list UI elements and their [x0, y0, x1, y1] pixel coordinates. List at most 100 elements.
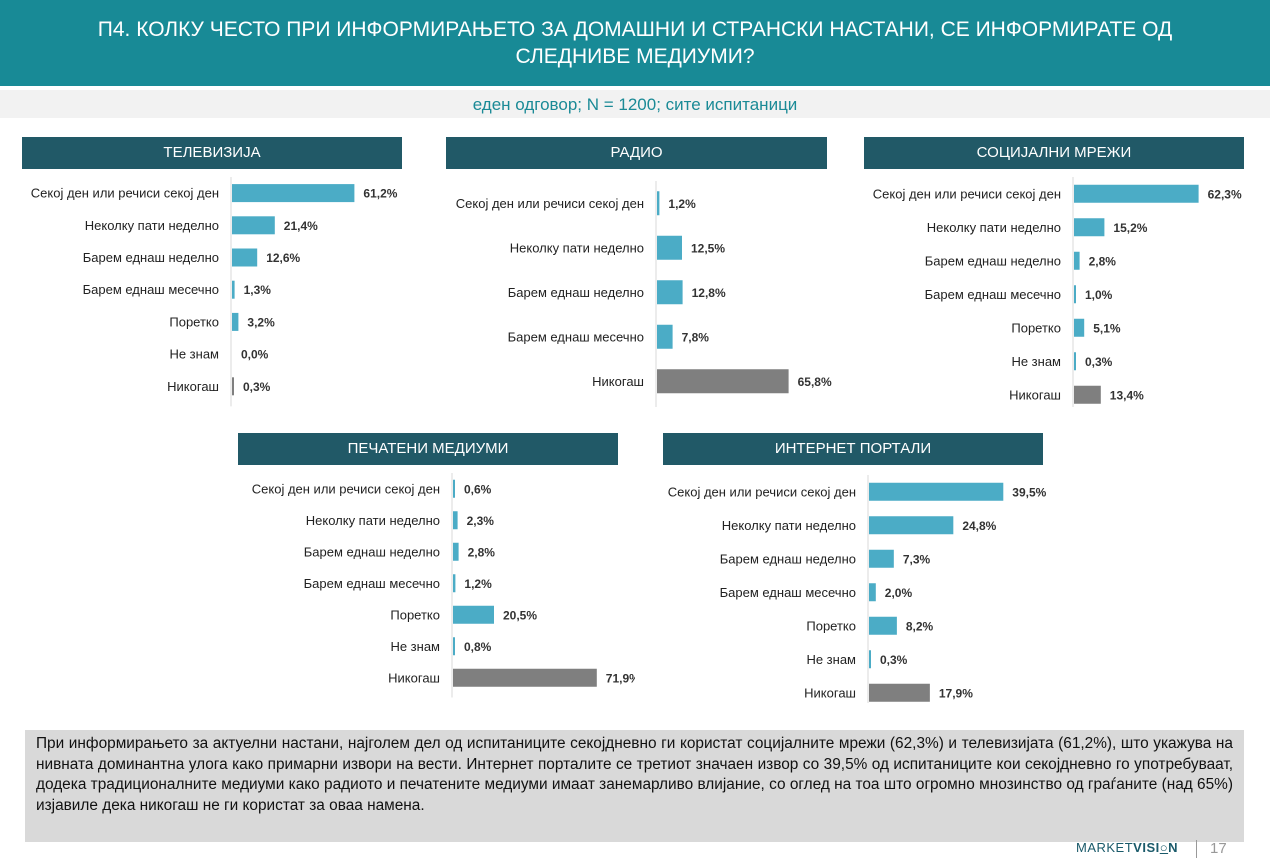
category-label: Поретко [1011, 320, 1061, 335]
bar-4 [657, 369, 789, 394]
category-label: Неколку пати неделно [510, 240, 644, 255]
page-title: П4. КОЛКУ ЧЕСТО ПРИ ИНФОРМИРАЊЕТО ЗА ДОМ… [0, 0, 1270, 86]
value-label: 8,2% [906, 619, 934, 633]
category-label: Не знам [1011, 354, 1061, 369]
value-label: 12,6% [266, 251, 300, 265]
value-label: 0,6% [464, 482, 492, 496]
category-label: Неколку пати неделно [306, 513, 440, 528]
bar-2 [1074, 251, 1080, 270]
bar-1 [869, 516, 954, 535]
chart-title-print-media: ПЕЧАТЕНИ МЕДИУМИ [238, 433, 618, 465]
chart-title-radio: РАДИО [446, 137, 827, 169]
bar-1 [232, 216, 275, 235]
bar-chart-print-media: Секој ден или речиси секој ден 0,6% Неколк… [252, 473, 635, 698]
value-label: 7,3% [903, 552, 931, 566]
value-label: 13,4% [1110, 388, 1144, 402]
category-label: Секој ден или речиси секој ден [668, 484, 856, 499]
category-label: Секој ден или речиси секој ден [252, 481, 440, 496]
category-label: Никогаш [1009, 387, 1061, 402]
logo-divider [1196, 840, 1197, 858]
category-label: Секој ден или речиси секој ден [456, 196, 644, 211]
category-label: Барем еднаш месечно [925, 287, 1061, 302]
value-label: 0,3% [243, 380, 271, 394]
bar-2 [657, 280, 683, 305]
bar-chart-internet-portals: Секој ден или речиси секој ден 39,5% Некол… [668, 475, 1047, 703]
bar-6 [869, 683, 930, 702]
chart-title-social-media: СОЦИЈАЛНИ МРЕЖИ [864, 137, 1244, 169]
bar-chart-social-media: Секој ден или речиси секој ден 62,3% Некол… [873, 177, 1242, 407]
category-label: Не знам [806, 652, 856, 667]
bar-5 [869, 650, 871, 669]
category-label: Поретко [806, 618, 856, 633]
category-label: Барем еднаш неделно [83, 250, 219, 265]
bar-1 [657, 235, 682, 260]
value-label: 12,8% [692, 286, 726, 300]
value-label: 0,3% [880, 653, 908, 667]
value-label: 62,3% [1208, 187, 1242, 201]
chart-panel-radio: РАДИО Секој ден или речиси секој ден 1,2%… [425, 137, 845, 407]
bar-6 [232, 377, 234, 396]
category-label: Барем еднаш месечно [508, 329, 644, 344]
bar-chart-radio: Секој ден или речиси секој ден 1,2% Неколк… [456, 181, 832, 407]
chart-panel-print-media: ПЕЧАТЕНИ МЕДИУМИ Секој ден или речиси се… [215, 433, 635, 703]
category-label: Не знам [390, 639, 440, 654]
category-label: Барем еднаш месечно [83, 282, 219, 297]
value-label: 1,2% [668, 197, 696, 211]
value-label: 1,0% [1085, 288, 1113, 302]
bar-0 [869, 482, 1004, 501]
chart-panel-social-media: СОЦИЈАЛНИ МРЕЖИ Секој ден или речиси сек… [845, 137, 1265, 407]
value-label: 61,2% [363, 187, 397, 201]
value-label: 17,9% [939, 686, 973, 700]
category-label: Секој ден или речиси секој ден [873, 186, 1061, 201]
value-label: 2,3% [467, 514, 495, 528]
category-label: Поретко [169, 314, 219, 329]
value-label: 7,8% [682, 330, 710, 344]
market-vision-logo: MARKETVISI○N [1076, 840, 1178, 855]
chart-panel-internet-portals: ИНТЕРНЕТ ПОРТАЛИ Секој ден или речиси се… [630, 433, 1050, 703]
value-label: 2,0% [885, 586, 913, 600]
bar-3 [869, 583, 876, 602]
value-label: 1,3% [244, 283, 272, 297]
category-label: Никогаш [804, 685, 856, 700]
category-label: Никогаш [167, 379, 219, 394]
bar-3 [657, 324, 673, 349]
category-label: Барем еднаш неделно [304, 544, 440, 559]
value-label: 12,5% [691, 241, 725, 255]
category-label: Барем еднаш месечно [720, 585, 856, 600]
bar-2 [232, 248, 258, 267]
bar-0 [1074, 184, 1199, 203]
bar-4 [1074, 318, 1085, 337]
bar-4 [869, 616, 897, 635]
chart-panel-television: ТЕЛЕВИЗИЈА Секој ден или речиси секој де… [0, 137, 410, 407]
value-label: 65,8% [798, 375, 832, 389]
bar-6 [1074, 385, 1101, 404]
bar-0 [453, 479, 455, 498]
category-label: Барем еднаш неделно [720, 551, 856, 566]
category-label: Неколку пати неделно [722, 518, 856, 533]
bar-3 [453, 574, 456, 593]
category-label: Никогаш [388, 670, 440, 685]
value-label: 71,9% [606, 671, 635, 685]
logo-magnifier-icon: ○ [1159, 840, 1169, 855]
category-label: Секој ден или речиси секој ден [31, 186, 219, 201]
value-label: 15,2% [1113, 221, 1147, 235]
bar-chart-television: Секој ден или речиси секој ден 61,2% Некол… [31, 177, 398, 407]
chart-title-internet-portals: ИНТЕРНЕТ ПОРТАЛИ [663, 433, 1043, 465]
value-label: 39,5% [1012, 485, 1046, 499]
category-label: Барем еднаш неделно [508, 285, 644, 300]
bar-1 [1074, 218, 1105, 237]
bar-3 [1074, 285, 1076, 304]
category-label: Неколку пати неделно [85, 218, 219, 233]
value-label: 2,8% [468, 545, 496, 559]
category-label: Никогаш [592, 374, 644, 389]
bar-2 [869, 549, 894, 568]
bar-6 [453, 668, 597, 687]
category-label: Поретко [390, 607, 440, 622]
bar-5 [1074, 352, 1076, 371]
summary-text: При информирањето за актуелни настани, н… [25, 730, 1244, 842]
bar-3 [232, 280, 235, 299]
value-label: 0,3% [1085, 355, 1113, 369]
value-label: 20,5% [503, 608, 537, 622]
value-label: 24,8% [962, 519, 996, 533]
bar-5 [453, 637, 455, 656]
